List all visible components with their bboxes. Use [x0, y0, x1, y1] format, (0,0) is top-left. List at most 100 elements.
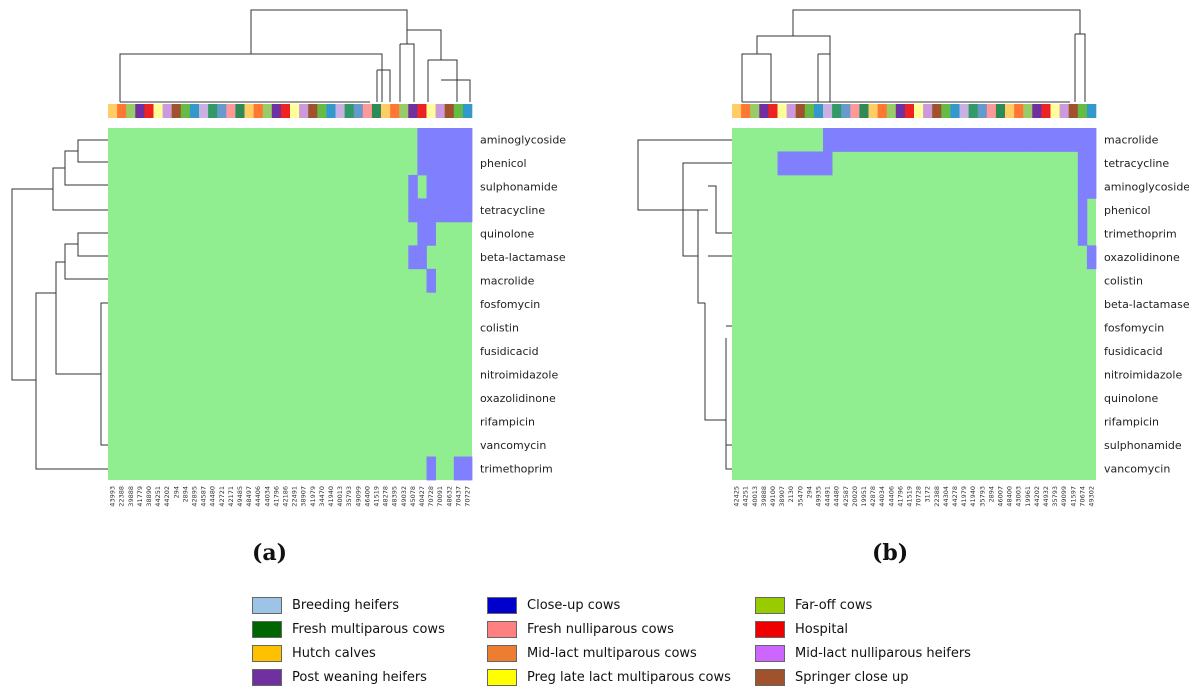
legend-label: Mid-lact nulliparous heifers — [795, 645, 971, 661]
row-label: fosfomycin — [480, 298, 540, 311]
heatmap-panel-a: aminoglycoside phenicol sulphonamide tetrac… — [11, 9, 566, 507]
column-label: 294 — [805, 486, 813, 498]
column-label: 44251 — [154, 486, 162, 507]
column-label: 294 — [172, 486, 180, 498]
row-label: beta-lactamase — [1104, 298, 1189, 311]
heatmap-cell-present — [417, 221, 427, 246]
row-dendrogram-branch — [682, 162, 732, 257]
heatmap-cell-present — [977, 128, 988, 152]
column-label: 48400 — [1006, 486, 1014, 507]
column-label: 2130 — [787, 486, 795, 503]
heatmap-cell-present — [408, 245, 418, 270]
heatmap-cell-present — [453, 151, 464, 176]
row-dendrogram-branch — [708, 185, 717, 210]
column-label: 35793 — [345, 486, 353, 507]
heatmap-cell-present — [841, 128, 851, 152]
column-label: 44202 — [163, 486, 171, 507]
heatmap-cell-present — [786, 151, 797, 176]
column-label: 41940 — [969, 486, 977, 507]
legend-item: Hospital — [755, 618, 848, 640]
group-color-cell — [786, 104, 796, 118]
group-color-cell — [1032, 104, 1042, 118]
column-dendrogram-branch — [377, 69, 391, 102]
group-color-cell — [399, 104, 409, 118]
column-label: 48395 — [391, 486, 399, 507]
column-dendrogram-branch — [792, 9, 1081, 36]
group-color-cell — [299, 104, 309, 118]
column-label: 19951 — [860, 486, 868, 507]
group-color-cell — [462, 104, 473, 118]
row-dendrogram-branch — [64, 150, 108, 186]
group-color-cell — [1023, 104, 1033, 118]
row-label: fusidicacid — [480, 345, 539, 358]
row-dendrogram-branch — [77, 232, 108, 257]
group-color-cell — [850, 104, 860, 118]
row-dendrogram-branch — [704, 303, 726, 421]
heatmap-cell-present — [417, 128, 427, 152]
column-dendrogram-branch — [818, 53, 831, 102]
legend-label: Breeding heifers — [292, 597, 400, 613]
column-label: 48497 — [245, 486, 253, 507]
column-label: 44251 — [742, 486, 750, 507]
column-label: 41979 — [309, 486, 317, 507]
column-label: 38907 — [300, 486, 308, 507]
group-color-cell — [995, 104, 1006, 118]
column-label: 41796 — [896, 486, 904, 507]
row-label: trimethoprim — [1104, 228, 1177, 241]
column-dendrogram-branch — [1075, 33, 1086, 102]
group-color-cell — [813, 104, 824, 118]
row-label: macrolide — [1104, 134, 1159, 147]
legend-swatch — [252, 668, 282, 686]
legend-swatch — [487, 596, 517, 614]
row-label: nitroimidazole — [1104, 368, 1182, 381]
column-label: 42878 — [869, 486, 877, 507]
heatmap-cell-present — [1086, 151, 1097, 176]
column-label: 41796 — [272, 486, 280, 507]
column-label: 35470 — [796, 486, 804, 507]
column-label: 49100 — [769, 486, 777, 507]
column-label: 49302 — [1088, 486, 1096, 507]
row-label: colistin — [1104, 275, 1143, 288]
heatmap-cell-present — [444, 198, 455, 223]
group-color-cell — [977, 104, 988, 118]
group-color-cell — [180, 104, 191, 118]
group-color-cell — [426, 104, 436, 118]
legend-swatch — [755, 596, 785, 614]
group-color-cell — [162, 104, 172, 118]
heatmap-cell-present — [435, 128, 446, 152]
column-dendrogram-branch — [250, 9, 408, 54]
heatmap-cell-present — [823, 151, 833, 176]
row-label: oxazolidinone — [480, 392, 556, 405]
row-dendrogram-branch — [637, 139, 732, 211]
heatmap-cell-present — [932, 128, 942, 152]
group-color-cell — [171, 104, 182, 118]
legend-label: Fresh multiparous cows — [292, 621, 445, 637]
column-label: 2894 — [181, 486, 189, 503]
group-color-cell — [362, 104, 373, 118]
group-color-cell — [108, 104, 118, 118]
column-dendrogram-branch — [119, 53, 383, 102]
heatmap-cell-present — [1059, 128, 1070, 152]
legend-swatch — [252, 644, 282, 662]
column-label: 44480 — [209, 486, 217, 507]
heatmap-cell-present — [426, 198, 436, 223]
group-color-cell — [153, 104, 163, 118]
column-label: 20020 — [851, 486, 859, 507]
column-label: 48278 — [382, 486, 390, 507]
legend-swatch — [755, 620, 785, 638]
column-label: 46007 — [997, 486, 1005, 507]
row-label: aminoglycoside — [480, 134, 566, 147]
legend-label: Springer close up — [795, 669, 909, 685]
heatmap-cell-present — [1077, 128, 1088, 152]
row-label: quinolone — [1104, 392, 1158, 405]
heatmap-cell-present — [426, 221, 436, 246]
column-label: 35793 — [1051, 486, 1059, 507]
heatmap-cell-present — [426, 456, 436, 481]
row-label: colistin — [480, 322, 519, 335]
heatmap-cell-present — [1077, 174, 1088, 199]
column-label: 35793 — [978, 486, 986, 507]
column-label: 41519 — [906, 486, 914, 507]
column-dendrogram-branch — [428, 59, 458, 102]
group-color-cell — [117, 104, 127, 118]
group-color-cell — [804, 104, 815, 118]
